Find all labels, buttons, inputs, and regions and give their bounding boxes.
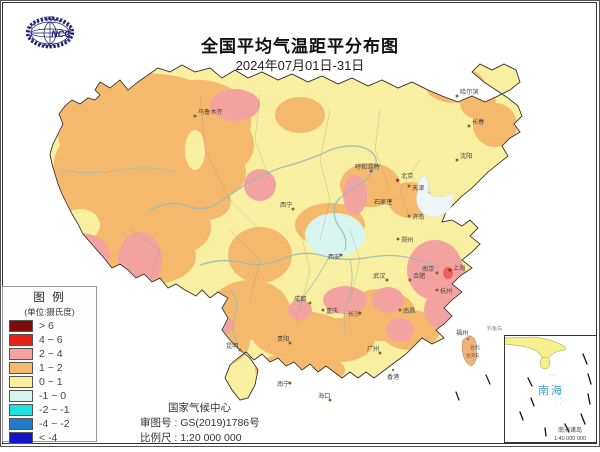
svg-text:海口: 海口 — [318, 392, 330, 400]
svg-text:成都: 成都 — [294, 295, 306, 303]
svg-text:南宁: 南宁 — [277, 380, 289, 388]
svg-text:济南: 济南 — [412, 213, 424, 221]
svg-text:福州: 福州 — [456, 329, 468, 337]
svg-text:长春: 长春 — [472, 118, 484, 126]
svg-text:合肥: 合肥 — [413, 272, 425, 280]
svg-text:南海诸岛: 南海诸岛 — [558, 426, 582, 434]
svg-text:哈尔滨: 哈尔滨 — [460, 88, 479, 96]
svg-text:广州: 广州 — [367, 345, 379, 353]
svg-text:西安: 西安 — [328, 253, 340, 261]
svg-text:郑州: 郑州 — [401, 236, 413, 244]
svg-text:南海: 南海 — [538, 383, 564, 397]
svg-text:昆明: 昆明 — [226, 343, 238, 350]
svg-text:上海: 上海 — [453, 264, 465, 272]
svg-text:长沙: 长沙 — [348, 310, 360, 318]
svg-text:沈阳: 沈阳 — [460, 152, 472, 160]
svg-text:重庆: 重庆 — [326, 307, 338, 315]
svg-text:南昌: 南昌 — [403, 307, 415, 315]
svg-text:香港: 香港 — [387, 373, 400, 381]
svg-text:贵阳: 贵阳 — [277, 335, 289, 343]
svg-text:乌鲁木齐: 乌鲁木齐 — [198, 108, 223, 116]
svg-text:南京: 南京 — [422, 265, 434, 273]
svg-text:北京: 北京 — [401, 172, 413, 180]
svg-text:天津: 天津 — [412, 184, 424, 192]
svg-text:武汉: 武汉 — [373, 272, 385, 280]
svg-text:西宁: 西宁 — [280, 201, 292, 209]
svg-text:呼和浩特: 呼和浩特 — [355, 163, 380, 171]
svg-text:石家庄: 石家庄 — [374, 198, 393, 206]
svg-text:1:40 000 000: 1:40 000 000 — [554, 436, 586, 442]
svg-text:杭州: 杭州 — [440, 287, 452, 295]
